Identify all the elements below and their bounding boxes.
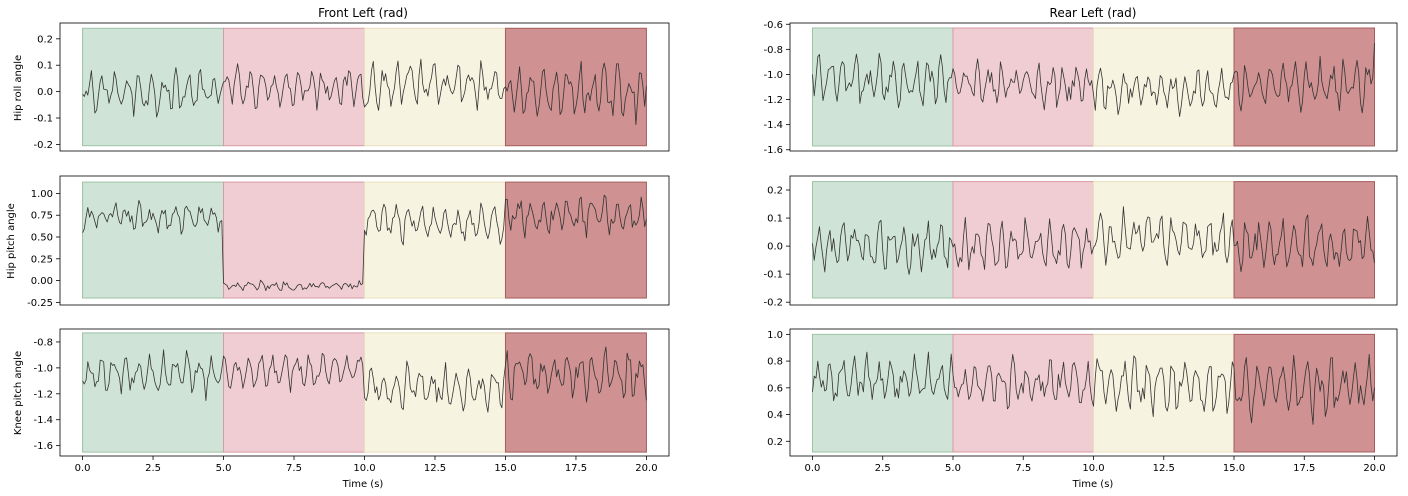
axes-frame (59, 22, 670, 152)
ytick-label: 0.0 (767, 242, 783, 253)
band-3 (364, 181, 506, 299)
ylabel-hip-roll: Hip roll angle (13, 55, 24, 121)
panel-rear-left-hip-pitch: -0.2 -0.1 0.0 0.1 0.2 (763, 175, 1398, 309)
ytick-label: 0.25 (31, 254, 53, 265)
ytick-label: 0.1 (767, 214, 783, 225)
ytick-label: -0.8 (763, 45, 783, 56)
xtick-label: 7.5 (286, 463, 302, 474)
ytick-label: -0.25 (27, 298, 53, 309)
xtick-label: 0.0 (75, 463, 91, 474)
band-1 (811, 333, 954, 453)
xtick-label: 17.5 (1293, 463, 1315, 474)
ytick-label: -1.6 (33, 441, 53, 452)
xtick-label: 7.5 (1015, 463, 1031, 474)
ylabel-hip-pitch: Hip pitch angle (6, 203, 17, 279)
ytick-label: -1.2 (33, 389, 53, 400)
band-4 (1233, 27, 1376, 147)
ytick-label: 0.50 (31, 233, 53, 244)
series-trace (812, 206, 1375, 275)
ytick-label: 0.2 (767, 186, 783, 197)
xtick-label: 17.5 (565, 463, 587, 474)
xtick-label: 5.0 (216, 463, 232, 474)
ytick-label: 0.6 (767, 383, 783, 394)
ytick-label: -0.1 (33, 114, 53, 125)
ytick-label: -1.0 (33, 363, 53, 374)
ytick-label: -0.2 (33, 140, 53, 151)
ytick-label: -1.0 (763, 70, 783, 81)
band-1 (82, 332, 225, 453)
series-trace (812, 351, 1375, 425)
ytick-label: 0.1 (37, 61, 53, 72)
ytick-label: 0.75 (31, 211, 53, 222)
series-trace (812, 43, 1375, 117)
xtick-label: 0.0 (805, 463, 821, 474)
band-4 (504, 181, 647, 299)
band-2 (952, 27, 1094, 147)
xtick-label: 15.0 (494, 463, 516, 474)
axes-frame (789, 22, 1398, 152)
ytick-label: -1.4 (763, 120, 783, 131)
xtick-label: 15.0 (1223, 463, 1245, 474)
series-trace (82, 194, 647, 291)
xtick-label: 2.5 (875, 463, 891, 474)
ytick-label: 0.2 (767, 437, 783, 448)
ytick-label: -0.1 (763, 270, 783, 281)
xtick-label: 10.0 (353, 463, 375, 474)
ytick-label: -0.8 (33, 337, 53, 348)
band-2 (223, 181, 365, 299)
band-3 (1093, 27, 1235, 147)
panel-rear-left-hip-roll: -1.6 -1.4 -1.2 -1.0 -0.8 -0.6 (763, 20, 1398, 156)
rear-left-title: Rear Left (rad) (1050, 6, 1137, 20)
xtick-label: 2.5 (145, 463, 161, 474)
band-1 (82, 181, 225, 299)
band-4 (1233, 333, 1376, 453)
ytick-label: -1.4 (33, 415, 53, 426)
ytick-label: 0.8 (767, 357, 783, 368)
band-1 (82, 27, 225, 147)
xtick-label: 12.5 (1153, 463, 1175, 474)
ytick-label: -1.2 (763, 95, 783, 106)
band-2 (223, 332, 365, 453)
series-trace (82, 346, 647, 413)
band-2 (223, 27, 365, 147)
ytick-label: -0.6 (763, 20, 783, 31)
series-trace (82, 58, 647, 126)
xtick-label: 5.0 (945, 463, 961, 474)
panel-front-left-knee-pitch: -1.6 -1.4 -1.2 -1.0 -0.8 0.0 2.5 5.0 7.5 10.0 12.5… (33, 328, 670, 474)
ytick-label: -1.6 (763, 145, 783, 156)
xtick-label: 20.0 (635, 463, 657, 474)
band-3 (364, 332, 506, 453)
band-2 (952, 181, 1094, 299)
ytick-label: 0.2 (37, 34, 53, 45)
panel-rear-left-knee-pitch: 0.2 0.4 0.6 0.8 1.0 0.0 2.5 5.0 7.5 10.0 12.5 15.0 1… (767, 328, 1398, 474)
ytick-label: 0.4 (767, 410, 783, 421)
ylabel-knee-pitch: Knee pitch angle (13, 351, 24, 435)
xtick-label: 10.0 (1082, 463, 1104, 474)
band-3 (1093, 333, 1235, 453)
ytick-label: -0.2 (763, 298, 783, 309)
ytick-label: 1.00 (31, 189, 53, 200)
front-left-title: Front Left (rad) (318, 6, 408, 20)
xlabel-front: Time (s) (342, 479, 384, 490)
xtick-label: 20.0 (1363, 463, 1385, 474)
ytick-label: 0.0 (37, 87, 53, 98)
axes-frame (59, 175, 670, 306)
band-4 (504, 27, 647, 147)
panels-group: -0.2 -0.1 0.0 0.1 0.2 -0.25 0.00 0.25 0.50 0.75 1.… (27, 20, 1398, 474)
xtick-label: 12.5 (424, 463, 446, 474)
ytick-label: 0.00 (31, 276, 53, 287)
axes-frame (789, 175, 1398, 306)
panel-front-left-hip-pitch: -0.25 0.00 0.25 0.50 0.75 1.00 (27, 175, 670, 309)
panel-front-left-hip-roll: -0.2 -0.1 0.0 0.1 0.2 (33, 22, 670, 152)
xlabel-rear: Time (s) (1072, 479, 1114, 490)
ytick-label: 1.0 (767, 330, 783, 341)
